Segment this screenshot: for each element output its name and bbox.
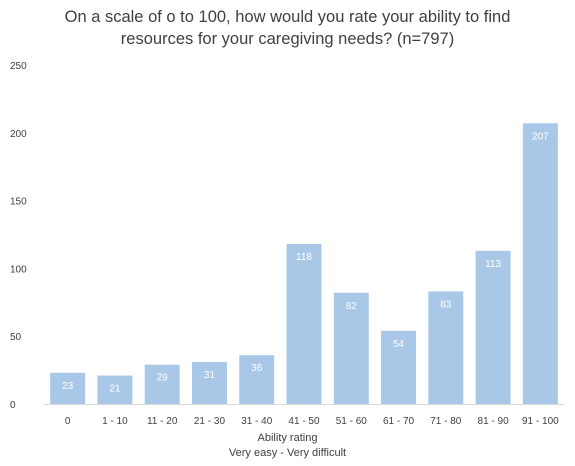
y-tick-label: 200 (10, 129, 27, 140)
bar (475, 250, 511, 404)
chart-title-line-1: On a scale of o to 100, how would you ra… (64, 8, 511, 26)
x-tick-label: 71 - 80 (430, 416, 462, 427)
y-tick-label: 50 (10, 332, 22, 343)
x-tick-label: 31 - 40 (241, 416, 273, 427)
chart-title-line-2: resources for your caregiving needs? (n=… (120, 30, 455, 48)
data-label: 118 (296, 252, 312, 263)
data-label: 36 (251, 363, 263, 374)
data-label: 54 (393, 339, 405, 350)
bar (191, 361, 227, 404)
data-label: 23 (62, 381, 74, 392)
x-tick-label: 81 - 90 (478, 416, 510, 427)
data-label: 21 (109, 384, 121, 395)
data-label: 83 (440, 299, 452, 310)
x-tick-label: 41 - 50 (288, 416, 320, 427)
data-label: 82 (346, 301, 358, 312)
x-axis-label-line-1: Ability rating (257, 432, 318, 444)
y-tick-label: 150 (10, 197, 27, 208)
y-tick-label: 250 (10, 61, 27, 72)
bar (381, 330, 417, 404)
y-tick-label: 100 (10, 264, 27, 275)
x-axis-label-line-2: Very easy - Very difficult (228, 447, 347, 459)
bar (428, 291, 464, 404)
bar (286, 243, 322, 404)
bar (97, 375, 133, 404)
bar (333, 292, 369, 404)
x-tick-label: 1 - 10 (102, 416, 128, 427)
data-label: 29 (157, 373, 169, 384)
x-tick-label: 11 - 20 (147, 416, 178, 427)
data-label: 207 (532, 131, 549, 142)
bar (144, 364, 180, 404)
bar (522, 123, 558, 405)
data-label: 31 (204, 370, 216, 381)
x-tick-label: 0 (65, 416, 71, 427)
x-tick-label: 61 - 70 (383, 416, 415, 427)
y-tick-label: 0 (10, 400, 16, 411)
x-tick-label: 21 - 30 (194, 416, 226, 427)
x-tick-label: 91 - 100 (522, 416, 559, 427)
x-tick-label: 51 - 60 (336, 416, 368, 427)
data-label: 113 (485, 259, 501, 270)
bar (50, 372, 86, 404)
bar (239, 355, 275, 404)
